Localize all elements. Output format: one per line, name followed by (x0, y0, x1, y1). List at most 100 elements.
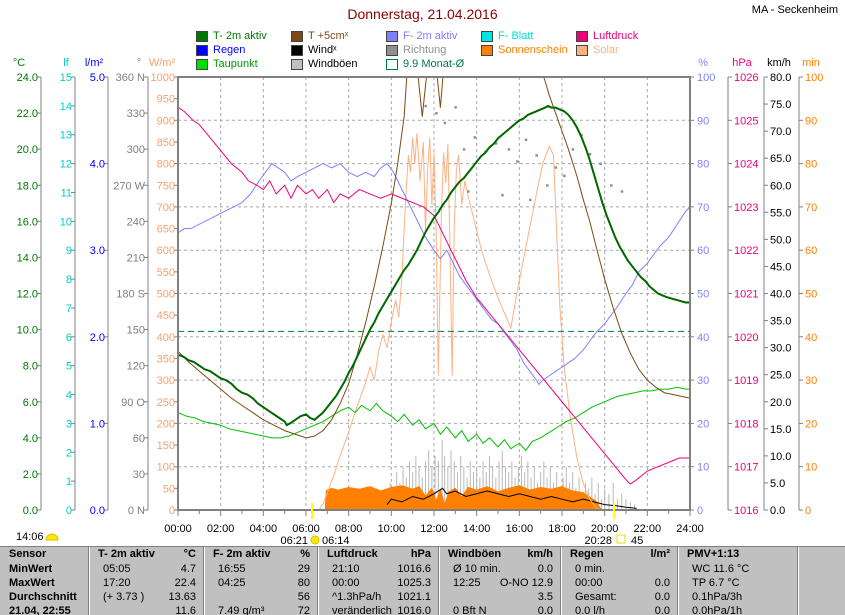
axis-tick-label: 600 (157, 245, 175, 257)
axis-tick-label: 2.0 (90, 332, 105, 344)
value-cell (797, 562, 845, 576)
axis-tick-label: 300 (157, 375, 175, 387)
cell-label: veränderlich (332, 605, 392, 615)
table-header-cell: Sensor (0, 547, 88, 562)
axis-tick-label: 1 (66, 476, 72, 488)
sunset-value: 45 (631, 535, 643, 546)
axis-tick-label: 50 (805, 289, 817, 301)
axis-tick-label: 60.0 (770, 180, 791, 192)
cell-label: 0.1hPa/3h (692, 591, 743, 603)
axis-dir: ° 360 N 330 300 270 W 240 210 180 S 150 120 90 O 60… (113, 57, 149, 517)
value-cell (797, 604, 845, 615)
axis-tick-label: 15 (60, 72, 72, 84)
legend-item: T- 2m aktiv (196, 29, 291, 43)
series-Wind (386, 487, 637, 509)
axis-tick-label: 80 (697, 159, 709, 171)
x-tick-label: 18:00 (548, 523, 576, 535)
axis-title: l/m² (85, 57, 104, 69)
axis-rain: l/m² 5.0 4.0 3.0 2.0 1.0 0.0 (85, 57, 109, 517)
legend-label: Luftdruck (593, 30, 639, 42)
axis-tick-label: 10 (805, 462, 817, 474)
legend-swatch (291, 30, 303, 42)
axis-tick-label: 14.0 (17, 252, 38, 264)
table-header-cell: Windböen km/h (438, 547, 560, 562)
axis-tick-label: 1022 (734, 245, 758, 257)
axis-tick-label: 150 (157, 440, 175, 452)
value-cell: 0.0 l/h 0.0 (560, 604, 677, 615)
cell-label (807, 604, 812, 615)
axis-tick-label: 6.0 (23, 397, 38, 409)
axis-tick-label: 4.0 (23, 433, 38, 445)
cell-label (213, 590, 218, 604)
value-cell: 0.1hPa/3h (677, 590, 797, 604)
axis-tick-label: 100 (805, 72, 823, 84)
cell-label: 0.0hPa/1h (692, 605, 743, 615)
axis-tick-label: 35.0 (770, 316, 791, 328)
axis-tick-label: 1023 (734, 202, 758, 214)
axis-tick-label: 400 (157, 332, 175, 344)
axis-tick-label: 20.0 (17, 144, 38, 156)
legend-label: Solar (593, 44, 619, 56)
axis-tick-label: 9 (66, 245, 72, 257)
cell-label: 04:25 (218, 577, 246, 589)
legend-label: Windˣ (308, 44, 337, 56)
axis-tick-label: 7 (66, 303, 72, 315)
series-Sonnenschein (324, 485, 603, 510)
axis-tick-label: 70 (697, 202, 709, 214)
cell-label: 12:25 (453, 577, 481, 589)
legend-swatch (481, 44, 493, 56)
value-cell: ^1.3hPa/h 1021.1 (317, 590, 438, 604)
axis-tick-label: 1026 (734, 72, 758, 84)
value-cell: 04:25 80 (203, 576, 317, 590)
cell-value: 80 (297, 577, 310, 589)
axis-tick-label: 3.0 (90, 245, 105, 257)
cell-label: ^1.3hPa/h (332, 591, 382, 603)
axis-tick-label: 200 (157, 418, 175, 430)
axis-title: km/h (767, 57, 791, 69)
legend-label: 9.9 Monat-Ø (403, 58, 465, 70)
axis-tick-label: 80.0 (770, 72, 791, 84)
legend-item: Sonnenschein (481, 43, 576, 57)
x-tick-label: 20:00 (591, 523, 619, 535)
axis-tick-label: 50.0 (770, 234, 791, 246)
column-name: PMV+1:13 (687, 548, 740, 560)
column-name: Sensor (9, 548, 47, 560)
axis-tick-label: 8.0 (23, 361, 38, 373)
axis-tick-label: 360 N (116, 72, 145, 84)
axis-tick-label: 55.0 (770, 207, 791, 219)
legend-item: Windböen (291, 57, 386, 71)
sunrise-icon (310, 535, 320, 545)
cell-value: 3.5 (537, 591, 553, 603)
cell-value: 0.0 (654, 577, 670, 589)
cell-label: 00:00 (332, 577, 360, 589)
cell-label (448, 590, 453, 604)
x-tick-label: 14:00 (463, 523, 491, 535)
axis-tick-label: 850 (157, 137, 175, 149)
cell-label: 16:55 (218, 563, 246, 575)
cell-value: 13.63 (168, 591, 196, 603)
series-F- 2m aktiv (178, 162, 690, 386)
axis-tick-label: 1020 (734, 332, 758, 344)
axis-tick-label: 750 (157, 180, 175, 192)
legend-item: F- 2m aktiv (386, 29, 481, 43)
cell-label: 0.0 l/h (575, 605, 605, 615)
column-unit: hPa (410, 548, 431, 560)
axis-tick-label: 22.0 (17, 108, 38, 120)
axis-tick-label: 800 (157, 159, 175, 171)
cell-value: 0.0 (537, 563, 553, 575)
axis-tick-label: 100 (697, 72, 715, 84)
axis-tick-label: 16.0 (17, 216, 38, 228)
axis-tick-label: 1025 (734, 115, 758, 127)
value-cell: 00:00 0.0 (560, 576, 677, 590)
value-cell: 7.49 g/m³ 72 (203, 604, 317, 615)
axis-tick-label: 30 (133, 469, 145, 481)
series-Taupunkt (178, 386, 690, 452)
legend-swatch (291, 44, 303, 56)
axis-tick-label: 5 (66, 361, 72, 373)
axis-tick-label: 30.0 (770, 343, 791, 355)
column-unit: °C (183, 548, 196, 560)
axis-tick-label: 40 (697, 332, 709, 344)
column-name: Windböen (448, 548, 502, 560)
column-unit: l/m² (650, 548, 670, 560)
